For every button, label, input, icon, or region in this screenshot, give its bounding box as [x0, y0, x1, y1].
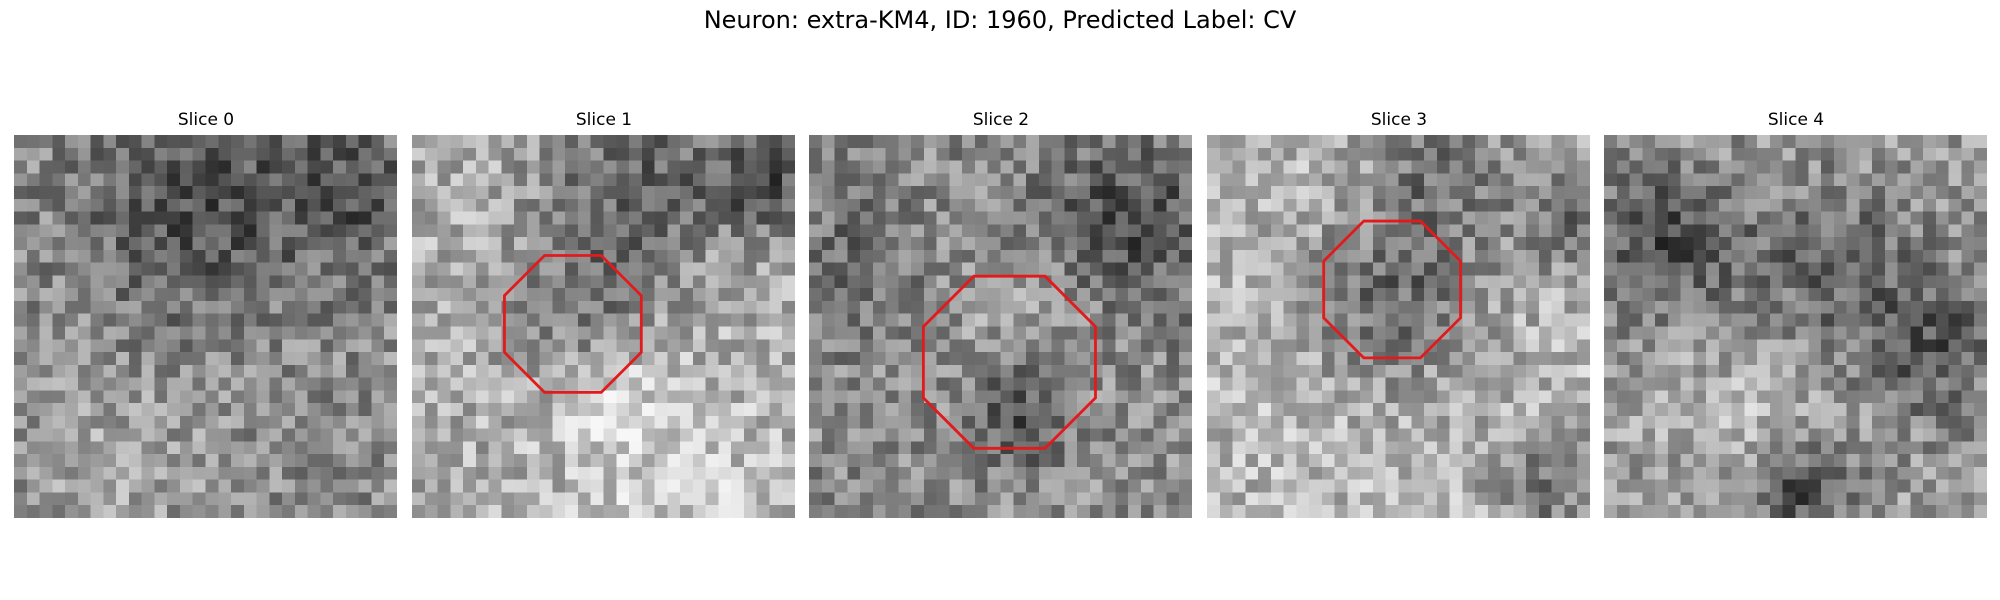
- roi-outline: [921, 274, 1097, 450]
- slice-panel-1: Slice 1: [412, 108, 796, 518]
- slice-panel-4: Slice 4: [1604, 108, 1988, 518]
- slice-image: [14, 135, 397, 518]
- slice-image: [809, 135, 1192, 518]
- slice-panel-0: Slice 0: [14, 108, 398, 518]
- slice-title: Slice 0: [177, 110, 235, 130]
- slice-panel-2: Slice 2: [809, 108, 1193, 518]
- slice-image: [412, 135, 795, 518]
- slice-title: Slice 2: [972, 110, 1030, 130]
- roi-outline: [503, 254, 643, 394]
- figure-title: Neuron: extra-KM4, ID: 1960, Predicted L…: [703, 6, 1297, 34]
- slice-title: Slice 3: [1370, 110, 1428, 130]
- slice-title: Slice 4: [1767, 110, 1825, 130]
- slice-title: Slice 1: [575, 110, 633, 130]
- slice-panel-3: Slice 3: [1207, 108, 1591, 518]
- roi-outline: [1322, 219, 1462, 360]
- slice-image: [1207, 135, 1590, 518]
- slice-image: [1604, 135, 1987, 518]
